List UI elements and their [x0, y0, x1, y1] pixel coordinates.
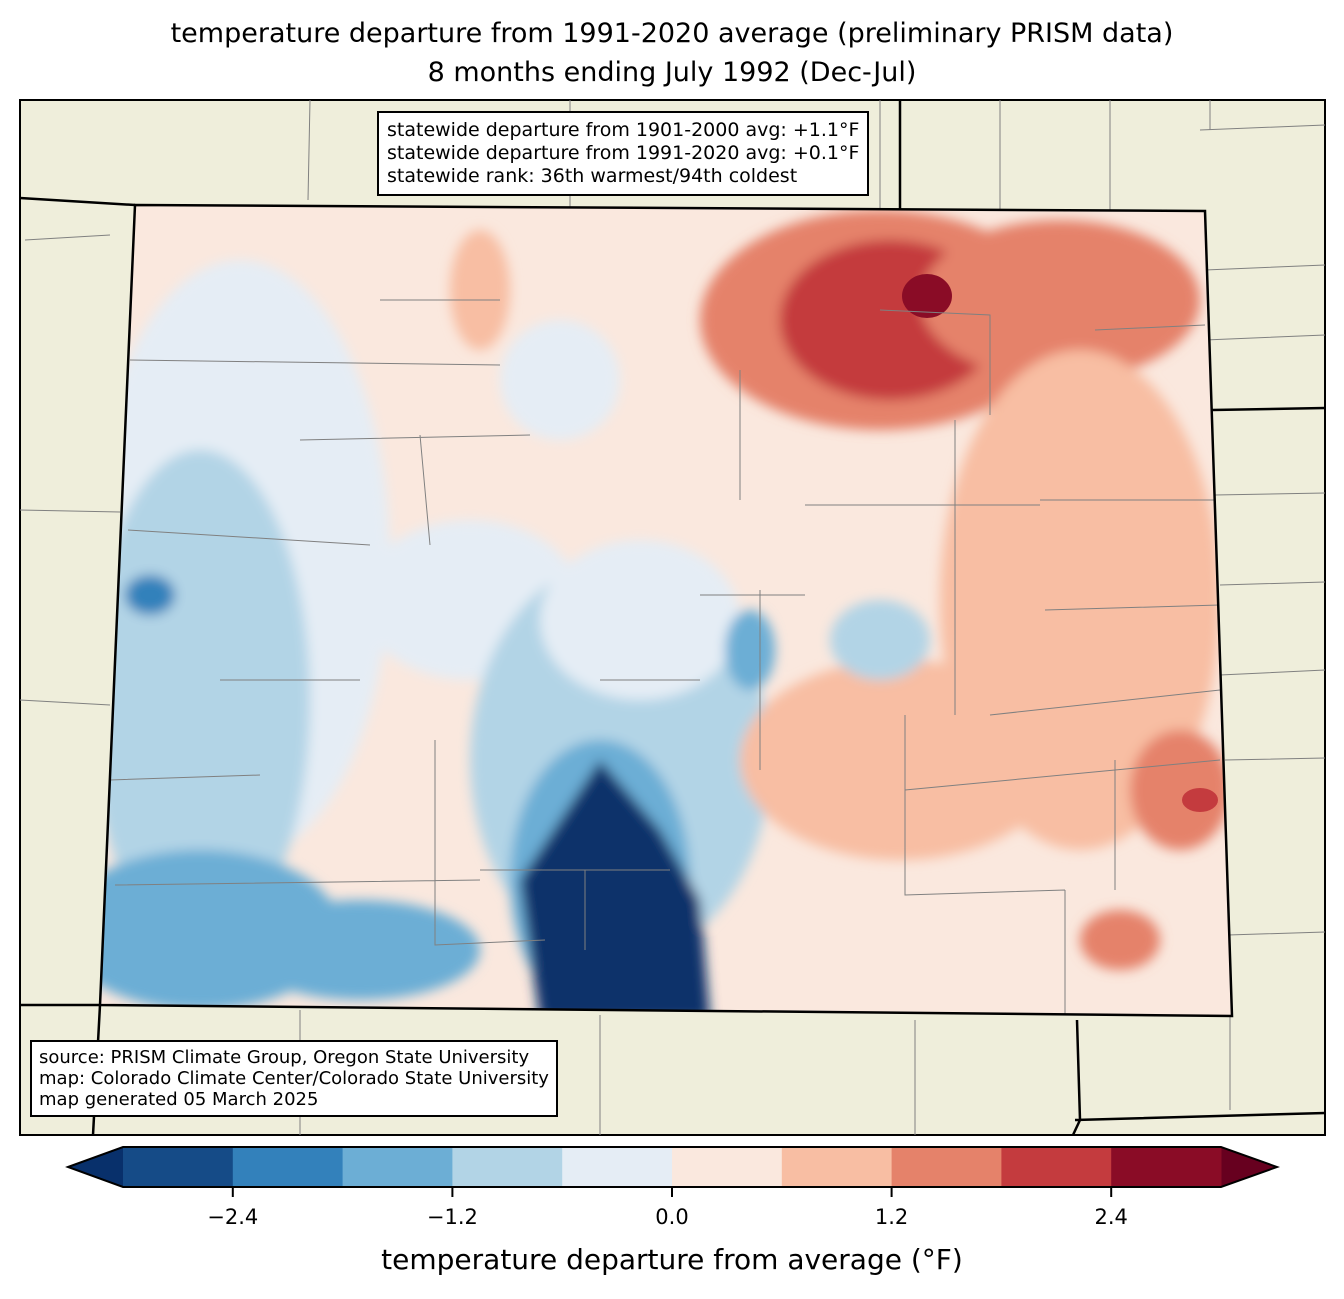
colorbar-extend-high — [1221, 1147, 1277, 1187]
stats-rank: statewide rank: 36th warmest/94th coldes… — [387, 165, 798, 187]
colorbar-bin — [232, 1147, 344, 1187]
map-title: temperature departure from 1991-2020 ave… — [170, 18, 1174, 49]
colorbar-tick-label: 2.4 — [1094, 1205, 1128, 1229]
stats-departure-1901-2000: statewide departure from 1901-2000 avg: … — [387, 119, 860, 141]
stats-departure-1991-2020: statewide departure from 1991-2020 avg: … — [387, 142, 860, 164]
statewide-stats-box: statewide departure from 1901-2000 avg: … — [377, 111, 870, 196]
county-lines — [109, 299, 1221, 1016]
colorbar-bin — [1001, 1147, 1112, 1187]
colorbar-tick-label: 0.0 — [655, 1205, 689, 1229]
source-line: source: PRISM Climate Group, Oregon Stat… — [39, 1047, 530, 1068]
colorbar-bin — [123, 1147, 234, 1187]
map-credit-line: map: Colorado Climate Center/Colorado St… — [39, 1068, 549, 1089]
generated-date-line: map generated 05 March 2025 — [39, 1089, 319, 1110]
neighbor-county-lines — [19, 99, 1326, 1135]
colorbar-tick-label: 1.2 — [874, 1205, 909, 1229]
colorbar-bin — [562, 1147, 673, 1187]
colorbar-bin — [342, 1147, 453, 1187]
colorbar-bin — [781, 1147, 893, 1187]
colorbar-bin — [452, 1147, 563, 1187]
colorbar-bin — [891, 1147, 1002, 1187]
source-box: source: PRISM Climate Group, Oregon Stat… — [30, 1040, 558, 1117]
colorbar-extend-low — [68, 1147, 123, 1187]
colorbar — [65, 1146, 1280, 1197]
colorbar-outline — [65, 1146, 1280, 1188]
colorbar-bin — [672, 1147, 783, 1187]
colorado-state-border — [98, 203, 1234, 1018]
colorbar-tick-label: −1.2 — [426, 1205, 478, 1229]
map-subtitle: 8 months ending July 1992 (Dec-Jul) — [427, 57, 917, 88]
temperature-field — [100, 205, 1232, 1016]
colorbar-title: temperature departure from average (°F) — [381, 1243, 963, 1276]
colorbar-tick-label: −2.4 — [207, 1205, 259, 1229]
colorbar-bin — [1111, 1147, 1222, 1187]
